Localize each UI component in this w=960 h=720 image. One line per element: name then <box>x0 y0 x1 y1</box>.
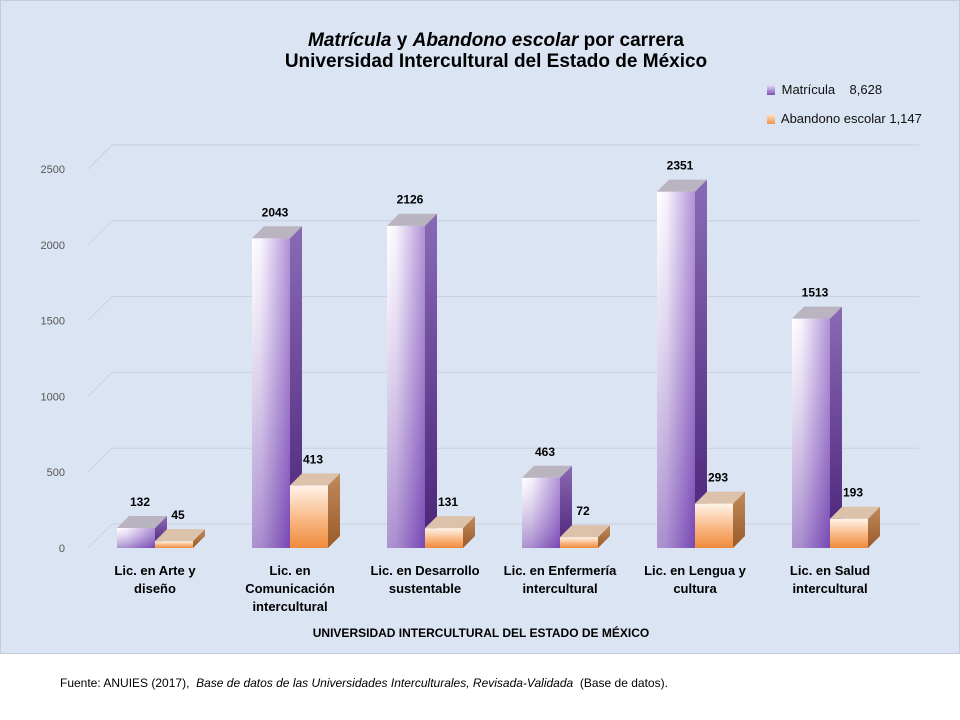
gridline-depth <box>87 144 113 170</box>
x-tick-label: Lic. en Arte y <box>114 563 196 578</box>
x-tick-label: Lic. en <box>269 563 310 578</box>
legend-value-abandono: 1,147 <box>889 111 922 126</box>
legend-swatch-matricula <box>767 85 775 95</box>
bar-matricula-side <box>695 179 707 549</box>
gridline-depth <box>87 447 113 473</box>
bar-chart-plot: 0 500 1000 1500 2000 2500 132 45 Lic. en Arte y d… <box>41 144 919 640</box>
legend-label-abandono: Abandono escolar <box>780 111 886 126</box>
x-tick-label: intercultural <box>522 581 597 596</box>
x-axis-title: UNIVERSIDAD INTERCULTURAL DEL ESTADO DE … <box>313 625 649 640</box>
x-tick-label: Lic. en Salud <box>790 563 870 578</box>
bar-matricula-top <box>792 306 842 319</box>
bar-abandono-side <box>598 525 610 548</box>
legend-value-matricula: 8,628 <box>849 82 883 97</box>
legend-matricula: Matrícula 8,628 <box>767 82 882 97</box>
y-tick-label: 2000 <box>41 240 65 252</box>
bar-abandono-side <box>328 473 340 548</box>
source-note: Fuente: ANUIES (2017), Base de datos de … <box>60 676 668 690</box>
bar-abandono <box>155 541 193 548</box>
bar-matricula-side <box>560 465 572 548</box>
legend-abandono: Abandono escolar 1,147 <box>767 111 922 126</box>
x-tick-label: Comunicación <box>245 581 335 596</box>
data-label-abandono: 131 <box>438 495 458 509</box>
bar-matricula-top <box>117 515 167 528</box>
bar-matricula-shade <box>252 238 290 549</box>
bar-abandono-top <box>155 529 205 542</box>
y-tick-label: 500 <box>47 467 65 479</box>
bar-abandono <box>290 485 328 548</box>
source-prefix: Fuente: ANUIES (2017), <box>60 676 190 690</box>
legend-label-matricula: Matrícula <box>781 82 836 97</box>
source-suffix: (Base de datos). <box>579 676 668 690</box>
bar-matricula-side <box>830 306 842 548</box>
gridline-depth <box>87 523 113 549</box>
chart-title-line2: Universidad Intercultural del Estado de … <box>284 51 708 72</box>
data-label-abandono: 45 <box>171 508 185 522</box>
bar-matricula-side <box>290 226 302 549</box>
bar-abandono-side <box>463 516 475 548</box>
y-tick-label: 0 <box>59 543 65 555</box>
bar-abandono-side <box>193 529 205 548</box>
bar-matricula-shade <box>792 318 830 548</box>
y-tick-label: 1500 <box>41 316 65 328</box>
bar-abandono-top <box>695 491 745 504</box>
bar-matricula-shade <box>387 225 425 548</box>
bar-abandono-side <box>733 491 745 548</box>
bar-abandono-side <box>868 506 880 548</box>
source-title: Base de datos de las Universidades Inter… <box>196 676 574 690</box>
x-tick-label: intercultural <box>792 581 867 596</box>
bar-abandono <box>425 528 463 548</box>
bar-matricula-shade <box>657 191 695 549</box>
data-label-matricula: 463 <box>535 445 555 459</box>
data-label-abandono: 72 <box>576 504 590 518</box>
bar-abandono <box>560 537 598 548</box>
chart-title-line1: Matrícula y Abandono escolar por carrera <box>1 30 960 52</box>
x-tick-label: intercultural <box>252 599 327 614</box>
bar-matricula-top <box>252 226 302 239</box>
bar-abandono-top <box>830 506 880 519</box>
data-label-abandono: 193 <box>843 486 863 500</box>
bar-matricula-shade <box>522 477 560 548</box>
bar-abandono <box>830 518 868 548</box>
x-tick-label: Lic. en Enfermería <box>504 563 617 578</box>
title-matricula: Matrícula <box>308 30 392 51</box>
x-tick-label: diseño <box>134 581 176 596</box>
data-label-matricula: 2126 <box>397 193 424 207</box>
bar-abandono <box>695 503 733 548</box>
bar-matricula-top <box>387 213 437 226</box>
data-label-matricula: 2043 <box>262 205 289 219</box>
bar-abandono-top <box>290 473 340 486</box>
bar-matricula-shade <box>117 527 155 548</box>
legend-swatch-abandono <box>767 114 775 124</box>
bar-abandono-top <box>425 516 475 529</box>
chart-area: Matrícula y Abandono escolar por carrera… <box>0 0 960 654</box>
bar-matricula-top <box>657 179 707 192</box>
y-tick-label: 1000 <box>41 391 65 403</box>
bar-matricula-side <box>425 213 437 548</box>
title-abandono: Abandono escolar <box>412 30 579 51</box>
title-connector: y <box>396 30 408 51</box>
data-label-matricula: 1513 <box>802 286 829 300</box>
x-tick-label: Lic. en Lengua y <box>644 563 747 578</box>
gridline-depth <box>87 296 113 321</box>
x-tick-label: cultura <box>673 581 717 596</box>
title-suffix: por carrera <box>583 30 684 51</box>
data-label-abandono: 413 <box>303 452 323 466</box>
data-label-matricula: 132 <box>130 495 150 509</box>
bar-matricula-top <box>522 465 572 478</box>
data-label-matricula: 2351 <box>667 159 694 173</box>
data-label-abandono: 293 <box>708 471 728 485</box>
gridline-depth <box>87 220 113 246</box>
y-tick-label: 2500 <box>41 164 65 176</box>
x-tick-label: Lic. en Desarrollo <box>370 563 479 578</box>
x-tick-label: sustentable <box>389 581 461 596</box>
bar-abandono-top <box>560 525 610 538</box>
gridline-depth <box>87 372 113 397</box>
